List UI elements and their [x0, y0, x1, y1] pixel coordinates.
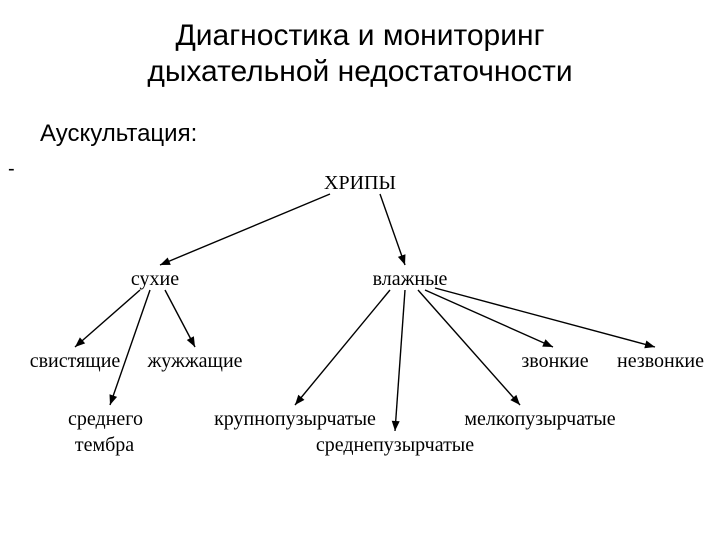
node-midtone2: тембра — [62, 434, 147, 457]
subtitle: Аускультация: — [40, 120, 197, 148]
arrowhead-7 — [510, 395, 520, 405]
edge-8 — [425, 290, 553, 347]
node-unvoic: незвонкие — [608, 350, 713, 373]
title-line-2: дыхательной недостаточности — [147, 55, 572, 88]
page-title: Диагностика и мониторинг дыхательной нед… — [0, 18, 720, 90]
node-wet: влажные — [365, 268, 455, 291]
edge-9 — [435, 288, 655, 347]
node-voiced: звонкие — [515, 350, 595, 373]
edge-5 — [295, 290, 390, 405]
node-large: крупнопузырчатые — [200, 408, 390, 431]
node-dry: сухие — [120, 268, 190, 291]
arrowhead-6 — [392, 421, 400, 431]
arrowhead-1 — [398, 254, 406, 265]
edge-4 — [110, 290, 150, 405]
edge-2 — [75, 290, 140, 347]
arrowhead-9 — [644, 341, 655, 349]
edge-3 — [165, 290, 195, 347]
arrowhead-2 — [75, 337, 85, 347]
arrowhead-3 — [187, 336, 195, 347]
node-midtone: среднего — [58, 408, 153, 431]
node-whist: свистящие — [20, 350, 130, 373]
arrowhead-0 — [160, 257, 171, 265]
edge-1 — [380, 194, 405, 265]
node-buzz: жужжащие — [140, 350, 250, 373]
edge-6 — [395, 290, 405, 431]
edge-0 — [160, 194, 330, 265]
edge-7 — [418, 290, 520, 405]
node-small: мелкопузырчатые — [450, 408, 630, 431]
node-root: ХРИПЫ — [305, 172, 415, 195]
title-line-1: Диагностика и мониторинг — [175, 19, 544, 52]
arrowhead-4 — [110, 394, 118, 405]
dash-bullet: - — [8, 158, 15, 181]
arrowhead-5 — [295, 395, 304, 405]
arrowhead-8 — [542, 339, 553, 347]
node-medium: среднепузырчатые — [300, 434, 490, 457]
